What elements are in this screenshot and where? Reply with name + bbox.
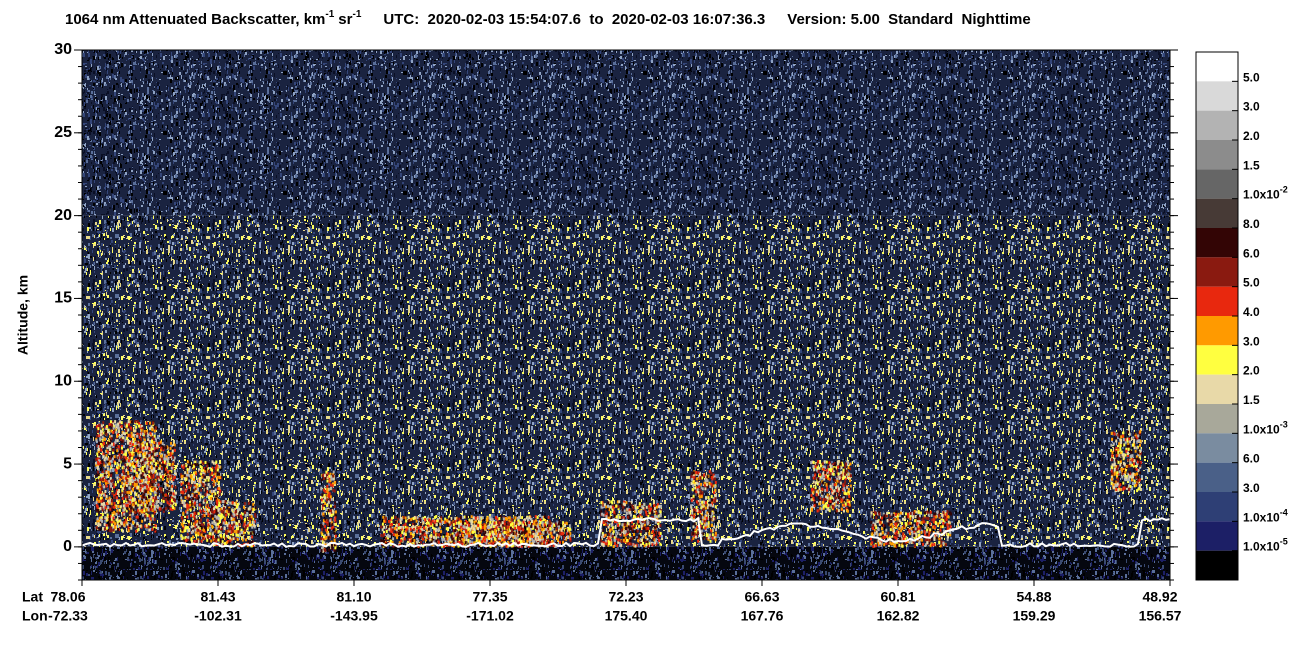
colorbar-swatch	[1196, 52, 1238, 82]
colorbar-swatch	[1196, 462, 1238, 492]
lon-label: -171.02	[466, 608, 514, 624]
colorbar-swatch	[1196, 286, 1238, 316]
lat-label: 66.63	[744, 589, 779, 605]
title-mid: sr	[338, 11, 352, 28]
colorbar-label-sup: -3	[1280, 420, 1288, 430]
colorbar-swatch	[1196, 110, 1238, 140]
colorbar-swatch	[1196, 316, 1238, 346]
colorbar-label: 3.0	[1243, 481, 1260, 495]
colorbar-label-text: 2.0	[1243, 129, 1260, 143]
title-sup: -1	[352, 9, 361, 20]
colorbar-label: 5.0	[1243, 276, 1260, 290]
lat-label: 81.43	[200, 589, 235, 605]
colorbar-swatch	[1196, 140, 1238, 170]
colorbar-swatch	[1196, 433, 1238, 463]
colorbar-swatch	[1196, 169, 1238, 199]
lat-label: 54.88	[1016, 589, 1051, 605]
lon-label: 162.82	[877, 608, 920, 624]
y-tick-label: 10	[54, 372, 72, 389]
lat-label: 81.10	[336, 589, 371, 605]
colorbar-label: 6.0	[1243, 247, 1260, 261]
surface-line	[82, 516, 1170, 548]
y-tick-label: 5	[63, 455, 72, 472]
colorbar-label-text: 8.0	[1243, 217, 1260, 231]
colorbar-label-sup: -4	[1280, 508, 1288, 518]
lon-label: 156.57	[1139, 608, 1182, 624]
colorbar-label-text: 1.0x10	[1243, 540, 1280, 554]
background-upper	[82, 50, 1170, 216]
colorbar-swatch	[1196, 257, 1238, 287]
lon-label: 159.29	[1013, 608, 1056, 624]
colorbar-label-text: 5.0	[1243, 276, 1260, 290]
colorbar-label-text: 3.0	[1243, 335, 1260, 349]
title-version: Version: 5.00 Standard Nighttime	[787, 11, 1030, 28]
colorbar: 5.03.02.01.51.0x10-28.06.05.04.03.02.01.…	[1195, 51, 1288, 581]
colorbar-label-text: 1.0x10	[1243, 423, 1280, 437]
colorbar-label: 3.0	[1243, 335, 1260, 349]
colorbar-label: 1.0x10-5	[1243, 537, 1288, 554]
colorbar-label: 5.0	[1243, 71, 1260, 85]
colorbar-label: 8.0	[1243, 217, 1260, 231]
x-row-label: Lon	[22, 608, 48, 624]
colorbar-swatch	[1196, 404, 1238, 434]
colorbar-label: 1.5	[1243, 393, 1260, 407]
colorbar-label-text: 4.0	[1243, 305, 1260, 319]
colorbar-label-text: 1.0x10	[1243, 511, 1280, 525]
colorbar-label: 2.0	[1243, 364, 1260, 378]
colorbar-swatch	[1196, 374, 1238, 404]
colorbar-swatch	[1196, 228, 1238, 258]
colorbar-label: 6.0	[1243, 452, 1260, 466]
lat-label: 77.35	[472, 589, 507, 605]
colorbar-label: 1.0x10-4	[1243, 508, 1288, 525]
colorbar-label: 1.0x10-2	[1243, 185, 1288, 202]
y-axis-label: Altitude, km	[15, 275, 31, 355]
colorbar-label-text: 1.0x10	[1243, 188, 1280, 202]
colorbar-swatch	[1196, 550, 1238, 580]
colorbar-label: 3.0	[1243, 100, 1260, 114]
colorbar-label-text: 3.0	[1243, 100, 1260, 114]
lon-label: 175.40	[605, 608, 648, 624]
background-ground	[82, 546, 1170, 580]
colorbar-swatch	[1196, 198, 1238, 228]
colorbar-swatch	[1196, 81, 1238, 111]
lat-label: 72.23	[608, 589, 643, 605]
colorbar-label-text: 6.0	[1243, 452, 1260, 466]
y-tick-label: 20	[54, 207, 72, 224]
colorbar-label: 1.5	[1243, 159, 1260, 173]
colorbar-label-text: 2.0	[1243, 364, 1260, 378]
y-tick-label: 15	[54, 290, 72, 307]
plot-area	[82, 50, 1170, 580]
lon-label: 167.76	[741, 608, 784, 624]
colorbar-label-text: 1.5	[1243, 393, 1260, 407]
colorbar-label-sup: -5	[1280, 537, 1288, 547]
lon-label: -102.31	[194, 608, 242, 624]
colorbar-label: 2.0	[1243, 129, 1260, 143]
title-sup: -1	[325, 9, 334, 20]
colorbar-label-sup: -2	[1280, 185, 1288, 195]
chart-title: 1064 nm Attenuated Backscatter, km-1 sr-1…	[65, 9, 1031, 28]
colorbar-label: 1.0x10-3	[1243, 420, 1288, 437]
colorbar-swatch	[1196, 521, 1238, 551]
y-tick-label: 25	[54, 124, 72, 141]
y-tick-label: 0	[63, 538, 72, 555]
title-utc: UTC: 2020-02-03 15:54:07.6 to 2020-02-03…	[383, 11, 765, 28]
lat-label: 60.81	[880, 589, 915, 605]
colorbar-swatch	[1196, 492, 1238, 522]
title-main: 1064 nm Attenuated Backscatter, km	[65, 11, 325, 28]
colorbar-label-text: 3.0	[1243, 481, 1260, 495]
colorbar-label-text: 5.0	[1243, 71, 1260, 85]
y-tick-label: 30	[54, 41, 72, 58]
lon-label: -72.33	[48, 608, 88, 624]
lat-label: 78.06	[50, 589, 85, 605]
colorbar-swatch	[1196, 345, 1238, 375]
colorbar-label-text: 6.0	[1243, 247, 1260, 261]
colorbar-label: 4.0	[1243, 305, 1260, 319]
lat-label: 48.92	[1142, 589, 1177, 605]
background-middle	[82, 215, 1170, 547]
lon-label: -143.95	[330, 608, 378, 624]
colorbar-label-text: 1.5	[1243, 159, 1260, 173]
x-row-label: Lat	[22, 589, 43, 605]
